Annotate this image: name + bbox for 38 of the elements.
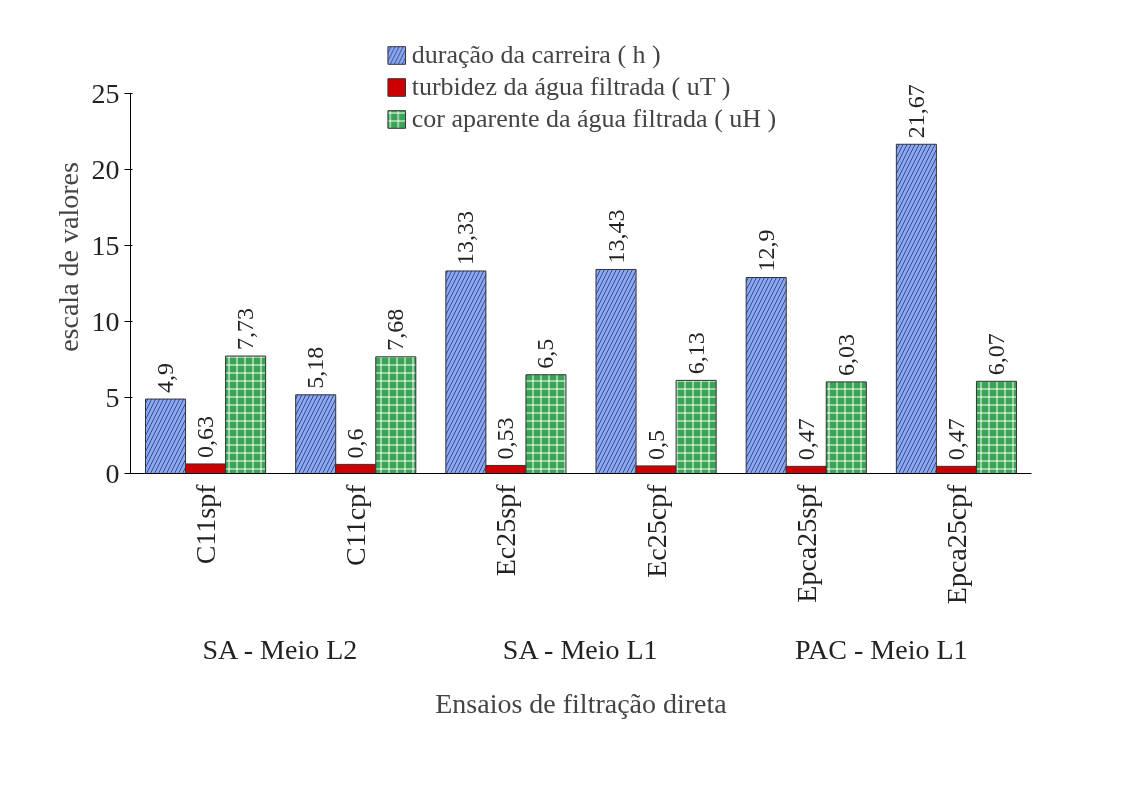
y-tick-label: 15 — [91, 229, 120, 261]
text: 7,68 — [382, 308, 409, 351]
text: 6,07 — [982, 333, 1009, 376]
x-tick-label: Epca25cpf — [940, 483, 972, 605]
legend-label: cor aparente da água filtrada ( uH ) — [411, 104, 777, 134]
text: 21,67 — [902, 84, 929, 139]
y-tick-label: 25 — [91, 77, 120, 109]
x-tick-label: Epca25spf — [790, 483, 822, 603]
text: 13,33 — [452, 210, 479, 265]
text: 0,47 — [792, 418, 819, 461]
x-tick-label: Ec25cpf — [640, 483, 672, 578]
text: PAC - Meio L1 — [795, 633, 968, 665]
text: SA - Meio L2 — [202, 633, 358, 665]
text: 6,03 — [832, 333, 859, 376]
text: 13,43 — [602, 209, 629, 264]
y-tick-label: 20 — [91, 153, 120, 185]
text: 0,5 — [642, 429, 669, 460]
y-axis-title: escala de valores — [52, 162, 84, 352]
legend-label: duração da carreira ( h ) — [411, 40, 661, 70]
text: 0,63 — [192, 415, 219, 458]
text: 4,9 — [152, 363, 179, 394]
y-tick-label: 5 — [105, 381, 120, 413]
text: 6,5 — [532, 338, 559, 369]
text: 7,73 — [232, 308, 259, 351]
y-tick-label: 10 — [91, 305, 120, 337]
x-tick-label: Ec25spf — [490, 483, 522, 577]
text: SA - Meio L1 — [502, 633, 658, 665]
text: 0,6 — [342, 428, 369, 459]
y-tick-label: 0 — [105, 457, 120, 489]
text: 6,13 — [682, 332, 709, 375]
text: 0,47 — [942, 418, 969, 461]
x-axis-title: Ensaios de filtração direta — [435, 687, 728, 719]
text: 0,53 — [492, 417, 519, 460]
text: 12,9 — [752, 229, 779, 272]
x-tick-label: C11spf — [190, 483, 222, 565]
text: 5,18 — [302, 346, 329, 389]
x-tick-label: C11cpf — [340, 483, 372, 566]
legend-label: turbidez da água filtrada ( uT ) — [411, 72, 731, 102]
